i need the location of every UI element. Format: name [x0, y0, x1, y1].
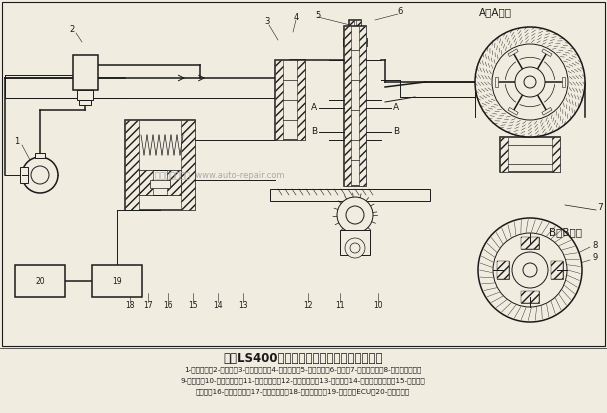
Bar: [343, 38, 351, 46]
Polygon shape: [542, 49, 552, 57]
Bar: [521, 237, 539, 249]
Circle shape: [22, 157, 58, 193]
Bar: [275, 60, 305, 140]
Bar: [359, 26, 366, 186]
Bar: [150, 180, 170, 188]
Text: 10: 10: [373, 301, 383, 309]
Text: 阀弹簧；16-电磁阀线圈；17-电磁阀滑阀；18-电磁阀弹簧；19-动力转向ECU；20-车速传感器: 阀弹簧；16-电磁阀线圈；17-电磁阀滑阀；18-电磁阀弹簧；19-动力转向EC…: [196, 389, 410, 395]
Text: A－A截面: A－A截面: [478, 7, 512, 17]
Circle shape: [493, 233, 567, 307]
Text: A: A: [311, 104, 317, 112]
Circle shape: [337, 197, 373, 233]
Polygon shape: [508, 107, 518, 115]
Bar: [92, 265, 142, 297]
Text: 1-转向油泵；2-储油罐；3-转向器壳体；4-转阀阀体；5-转阀阀芯；6-扭杆；7-转向动力缸；8-液压反力活塞；: 1-转向油泵；2-储油罐；3-转向器壳体；4-转阀阀体；5-转阀阀芯；6-扭杆；…: [185, 367, 422, 373]
Circle shape: [475, 27, 585, 137]
Text: A: A: [393, 104, 399, 112]
Circle shape: [478, 218, 582, 322]
Circle shape: [350, 243, 360, 253]
Bar: [497, 261, 509, 279]
Text: B: B: [393, 128, 399, 137]
Bar: [349, 20, 354, 38]
Bar: [297, 60, 305, 140]
Bar: [521, 237, 539, 249]
Text: 凌志LS400轿车电控液压助力转向系统示意图: 凌志LS400轿车电控液压助力转向系统示意图: [223, 351, 383, 365]
Bar: [551, 261, 563, 279]
Circle shape: [492, 44, 568, 120]
Text: 2: 2: [69, 26, 75, 35]
Bar: [20, 167, 28, 183]
Bar: [2, 2, 605, 346]
Text: 6: 6: [398, 7, 402, 17]
Text: 15: 15: [188, 301, 198, 309]
Text: B: B: [311, 128, 317, 137]
Bar: [344, 26, 366, 186]
Bar: [343, 38, 367, 46]
Circle shape: [345, 238, 365, 258]
Text: 4: 4: [293, 14, 299, 22]
Bar: [139, 170, 181, 195]
Text: 12: 12: [304, 301, 313, 309]
Text: 17: 17: [143, 301, 153, 309]
Polygon shape: [508, 49, 518, 57]
Bar: [344, 26, 351, 186]
Polygon shape: [542, 107, 552, 115]
Bar: [521, 291, 539, 303]
Text: 汽车维修技术网  www.auto-repair.com: 汽车维修技术网 www.auto-repair.com: [155, 171, 285, 180]
Bar: [521, 291, 539, 303]
Bar: [497, 261, 509, 279]
Text: 18: 18: [125, 301, 135, 309]
Bar: [500, 137, 508, 172]
Text: 9-控制杆；10-液压反力腔；11-转向器齿轮；12-转向器齿条；13-节流孔；14-液流分配阀柱塞；15-液流分配: 9-控制杆；10-液压反力腔；11-转向器齿轮；12-转向器齿条；13-节流孔；…: [181, 378, 426, 385]
Bar: [73, 55, 98, 90]
Text: 20: 20: [35, 276, 45, 285]
Bar: [340, 230, 370, 255]
Polygon shape: [562, 77, 565, 87]
Text: 5: 5: [316, 10, 320, 19]
Bar: [15, 265, 65, 297]
Bar: [125, 120, 195, 210]
Circle shape: [346, 206, 364, 224]
Text: 14: 14: [213, 301, 223, 309]
Circle shape: [31, 166, 49, 184]
Bar: [125, 120, 139, 210]
Text: 9: 9: [592, 254, 598, 263]
Bar: [551, 261, 563, 279]
Bar: [79, 100, 91, 105]
Text: 16: 16: [163, 301, 173, 309]
Bar: [349, 20, 361, 38]
Polygon shape: [495, 77, 498, 87]
Bar: [167, 170, 181, 195]
Text: 11: 11: [335, 301, 345, 309]
Bar: [552, 137, 560, 172]
Bar: [181, 120, 195, 210]
Text: B－B截面: B－B截面: [549, 227, 582, 237]
Text: 7: 7: [597, 204, 603, 213]
Bar: [139, 170, 153, 195]
Bar: [77, 90, 93, 100]
Text: 1: 1: [15, 138, 19, 147]
Bar: [500, 137, 560, 172]
Text: 19: 19: [112, 276, 122, 285]
Circle shape: [523, 263, 537, 277]
Circle shape: [524, 76, 536, 88]
Bar: [270, 189, 430, 201]
Text: 13: 13: [238, 301, 248, 309]
Bar: [359, 38, 367, 46]
Bar: [356, 20, 361, 38]
Circle shape: [512, 252, 548, 288]
Bar: [35, 153, 45, 158]
Circle shape: [515, 67, 545, 97]
Text: 8: 8: [592, 240, 598, 249]
Bar: [275, 60, 283, 140]
Text: 3: 3: [264, 17, 270, 26]
